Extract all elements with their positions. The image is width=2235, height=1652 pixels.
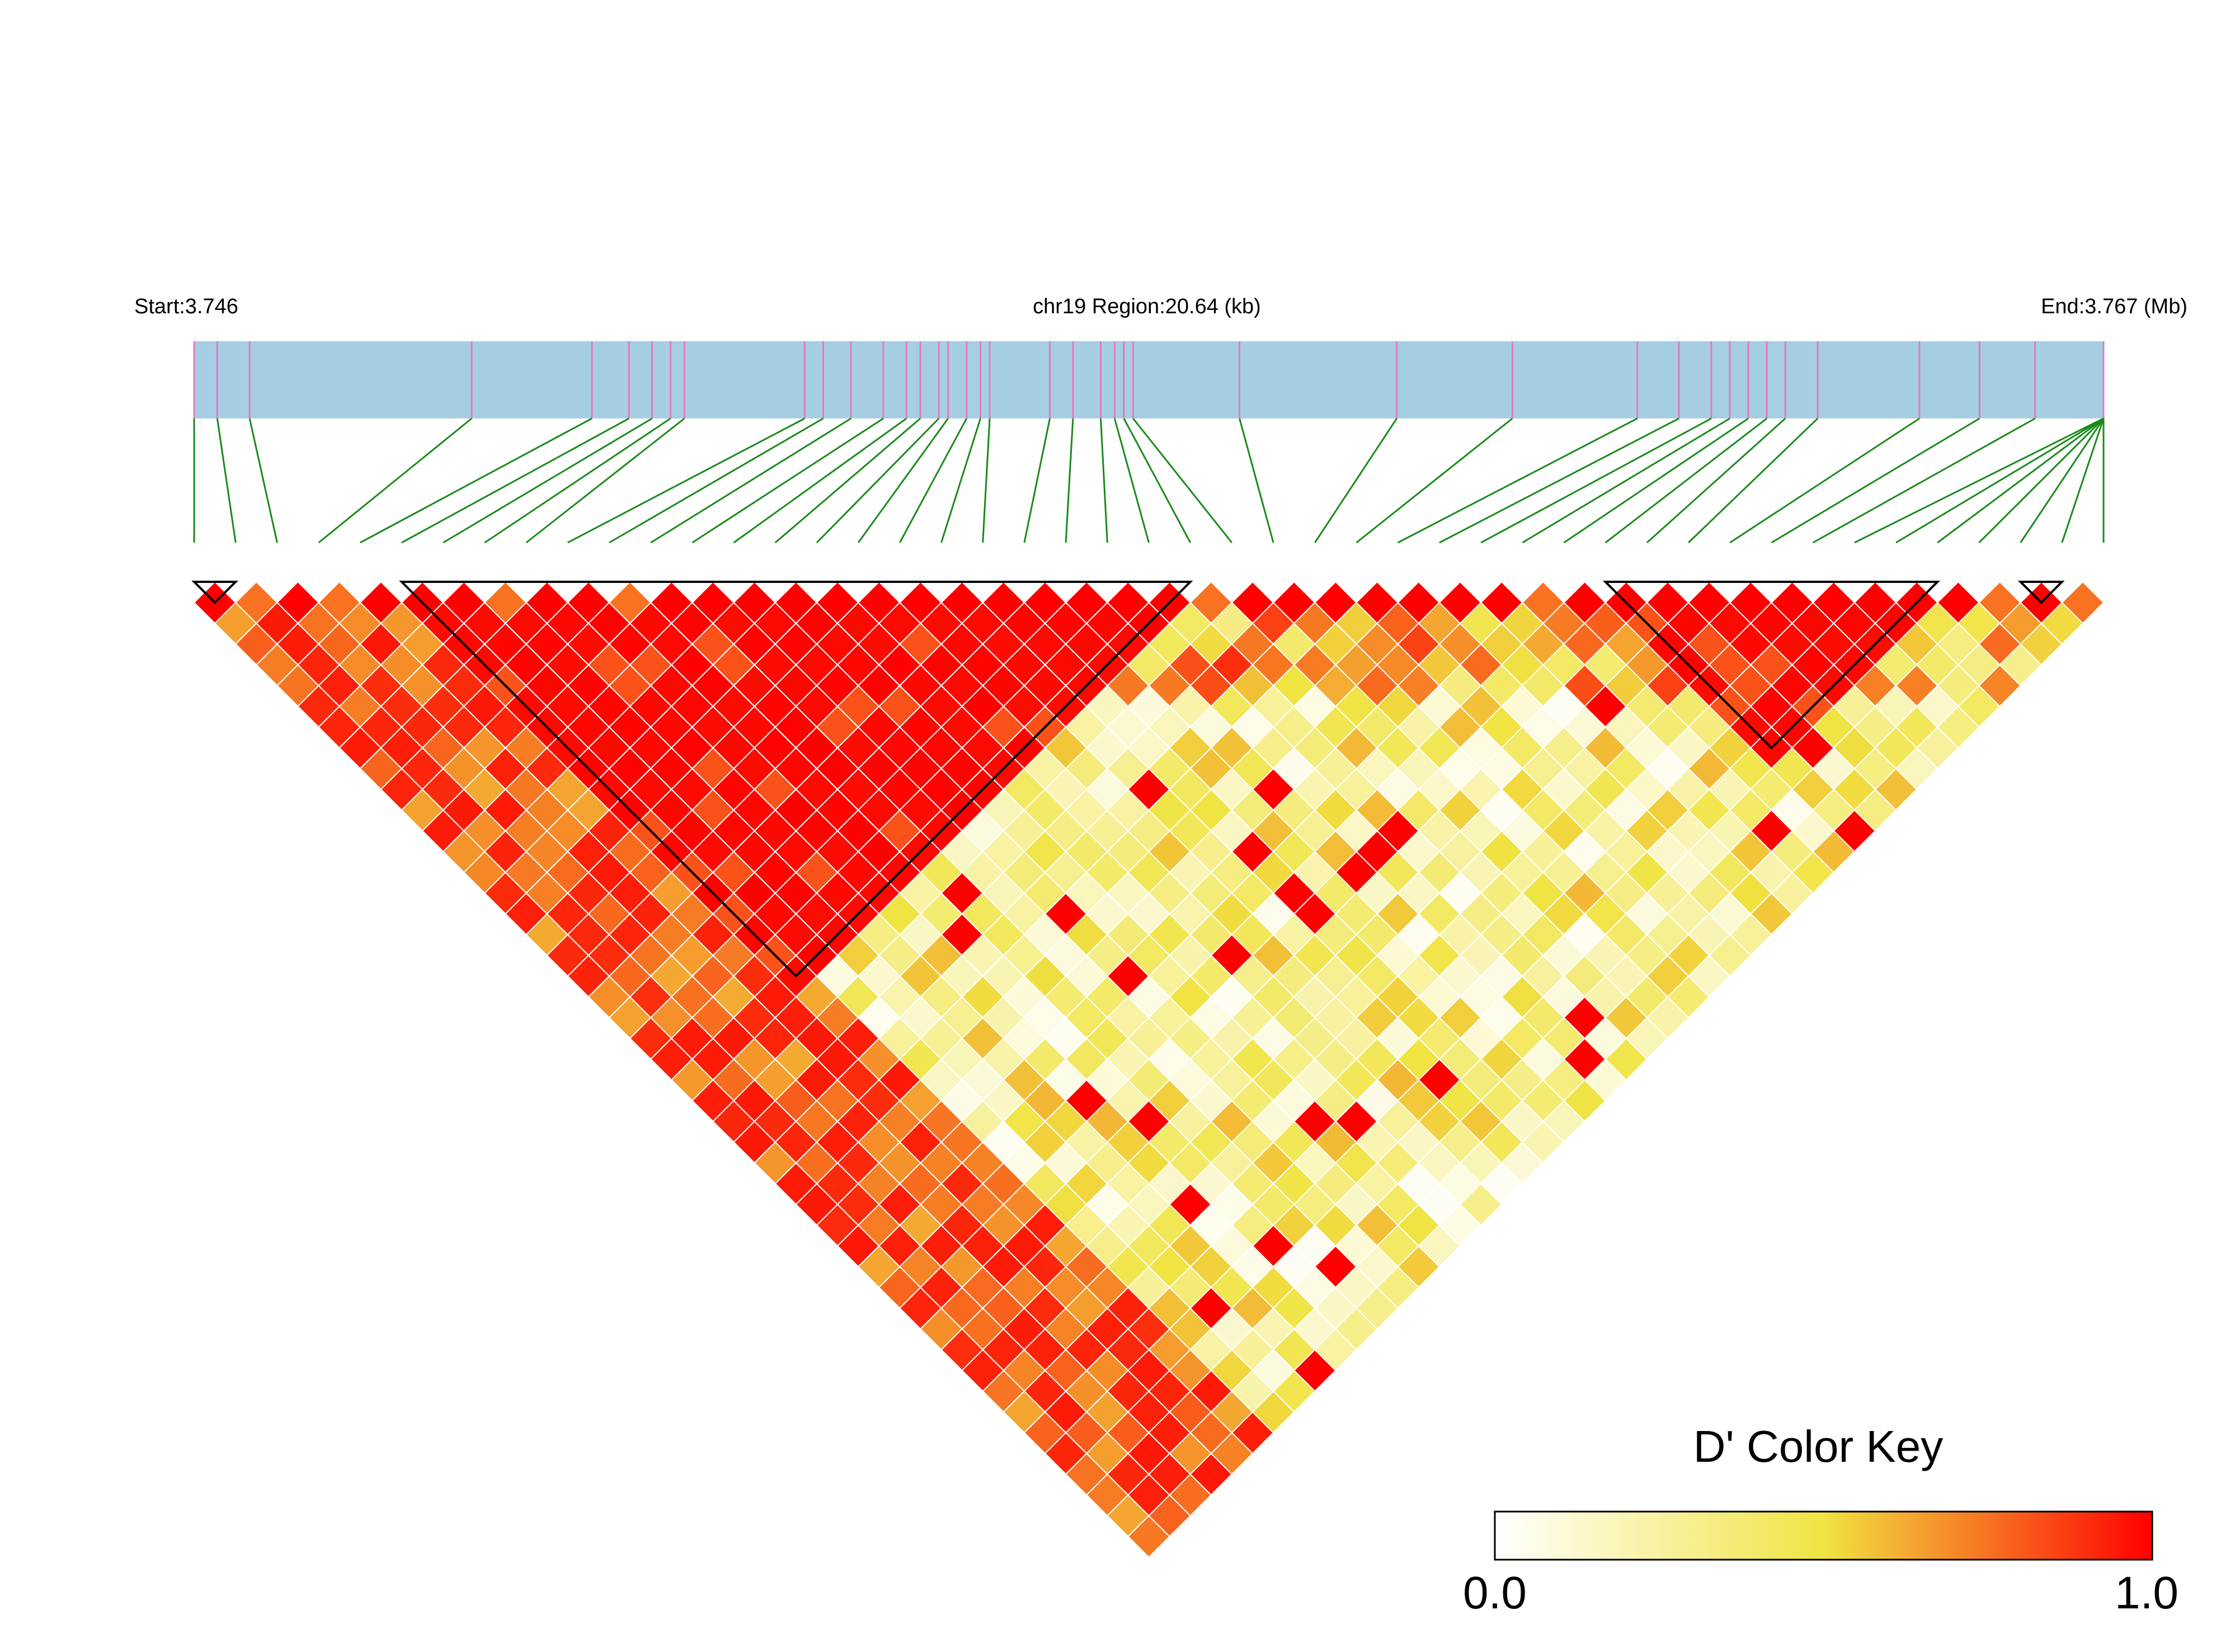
- color-key: D' Color Key 0.0 1.0: [1463, 1422, 2178, 1618]
- snp-connector: [900, 418, 966, 543]
- color-key-min-label: 0.0: [1463, 1568, 1527, 1618]
- snp-connector: [2062, 418, 2104, 543]
- snp-connector: [775, 418, 920, 543]
- snp-connector: [1564, 418, 1748, 543]
- snp-connector: [217, 418, 236, 543]
- snp-connector: [1937, 418, 2104, 543]
- snp-connector: [1101, 418, 1108, 543]
- snp-connector: [1606, 418, 1767, 543]
- ld-heatmap: [194, 582, 2104, 1557]
- snp-connector: [568, 418, 805, 543]
- color-key-title: D' Color Key: [1693, 1422, 1944, 1471]
- snp-connector: [250, 418, 277, 543]
- snp-connector: [2021, 418, 2104, 543]
- snp-connector: [817, 418, 939, 543]
- snp-connector: [1979, 418, 2104, 543]
- snp-connector: [858, 418, 948, 543]
- snp-connector: [1439, 418, 1679, 543]
- snp-connector: [1688, 418, 1818, 543]
- snp-connector: [1481, 418, 1711, 543]
- snp-connector: [526, 418, 685, 543]
- snp-connector: [1124, 418, 1191, 543]
- snp-connector-lines: [194, 418, 2104, 543]
- snp-connector: [1133, 418, 1232, 543]
- snp-connector: [1771, 418, 1979, 543]
- snp-connector: [983, 418, 990, 543]
- snp-connector: [1240, 418, 1274, 543]
- snp-connector: [1114, 418, 1149, 543]
- snp-connector: [1522, 418, 1730, 543]
- snp-connector: [1024, 418, 1050, 543]
- snp-connector: [692, 418, 883, 543]
- snp-connector: [1896, 418, 2104, 543]
- snp-connector: [402, 418, 629, 543]
- snp-connector: [1647, 418, 1785, 543]
- color-key-gradient-bar: [1495, 1512, 2152, 1560]
- region-start-label: Start:3.746: [134, 295, 238, 318]
- snp-connector: [1813, 418, 2035, 543]
- snp-connector: [1315, 418, 1396, 543]
- color-key-max-label: 1.0: [2115, 1568, 2178, 1618]
- region-end-label: End:3.767 (Mb): [2041, 295, 2187, 318]
- snp-connector: [1066, 418, 1073, 543]
- region-title: chr19 Region:20.64 (kb): [1033, 295, 1261, 318]
- snp-connector: [942, 418, 981, 543]
